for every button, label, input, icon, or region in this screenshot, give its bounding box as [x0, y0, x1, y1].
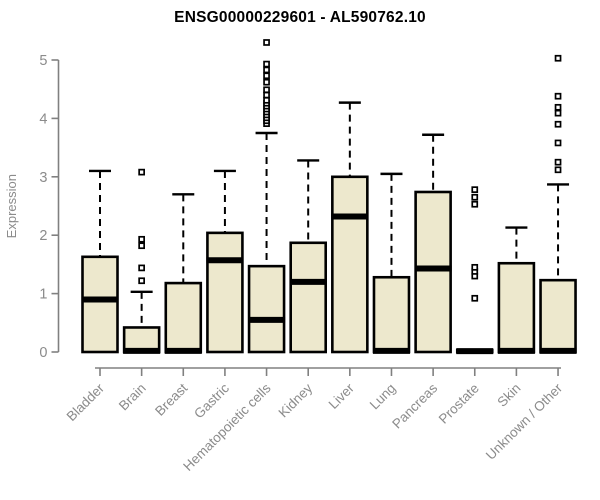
outlier-point	[471, 193, 479, 201]
outlier-point	[263, 60, 270, 68]
box-breast	[164, 193, 203, 354]
outlier-point	[263, 91, 270, 99]
x-tick-label: Skin	[494, 381, 523, 410]
y-tick-label: 4	[39, 111, 47, 127]
outlier-point	[554, 166, 562, 174]
y-tick-label: 0	[39, 345, 47, 361]
box-rect	[289, 241, 328, 354]
outlier-point	[471, 294, 479, 302]
y-tick-label: 2	[39, 228, 47, 244]
box-rect	[539, 278, 577, 354]
outlier-point	[471, 186, 479, 193]
box-rect	[247, 264, 286, 354]
x-tick-label: Unknown / Other	[483, 380, 566, 463]
outlier-point	[263, 66, 270, 74]
x-tick-label: Pancreas	[389, 380, 440, 431]
outlier-point	[263, 72, 270, 80]
outlier-point	[471, 200, 479, 208]
outlier-point	[263, 78, 270, 86]
x-tick-label: Brain	[116, 381, 149, 414]
x-tick-label: Prostate	[436, 381, 482, 427]
outlier-point	[554, 92, 562, 100]
box-rect	[81, 255, 119, 354]
box-brain	[122, 168, 161, 354]
outlier-point	[138, 277, 145, 285]
outlier-point	[554, 139, 562, 147]
box-rect	[164, 281, 203, 354]
x-tick-label: Breast	[152, 380, 190, 418]
outlier-point	[554, 158, 562, 166]
outlier-point	[554, 103, 562, 111]
box-lung	[372, 172, 411, 354]
outlier-point	[138, 168, 145, 176]
x-tick-label: Liver	[326, 380, 358, 412]
box-pancreas	[414, 133, 452, 354]
box-unknown-other	[539, 54, 577, 354]
x-tick-label: Bladder	[64, 380, 108, 424]
box-kidney	[289, 159, 328, 354]
outlier-point	[554, 109, 562, 117]
x-tick-label: Kidney	[276, 380, 316, 420]
outlier-point	[554, 120, 562, 128]
box-rect	[497, 261, 536, 354]
outlier-point	[138, 235, 145, 243]
outlier-point	[263, 96, 270, 104]
box-bladder	[81, 169, 119, 354]
box-rect	[414, 190, 452, 354]
chart-title: ENSG00000229601 - AL590762.10	[174, 9, 426, 26]
y-tick-label: 3	[39, 170, 47, 186]
outlier-point	[554, 54, 562, 62]
outlier-point	[138, 242, 145, 250]
box-liver	[331, 101, 369, 354]
box-hematopoietic-cells	[247, 39, 286, 354]
box-gastric	[206, 169, 244, 354]
x-tick-label: Lung	[367, 381, 399, 413]
outlier-point	[138, 264, 145, 272]
box-skin	[497, 226, 536, 354]
y-tick-label: 1	[39, 287, 47, 303]
box-prostate	[455, 186, 494, 355]
outlier-point	[471, 263, 479, 271]
box-rect	[331, 175, 369, 354]
outlier-point	[263, 39, 270, 46]
y-tick-label: 5	[39, 53, 47, 69]
x-tick-label: Gastric	[191, 380, 232, 421]
box-rect	[372, 275, 411, 354]
outlier-point	[263, 86, 270, 94]
box-rect	[206, 231, 244, 354]
